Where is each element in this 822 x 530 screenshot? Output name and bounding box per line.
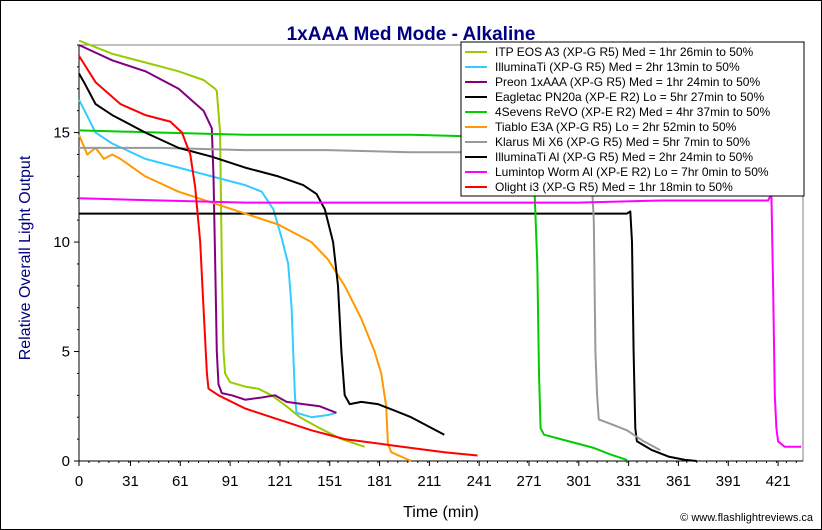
x-tick-label: 181 bbox=[367, 473, 392, 490]
x-tick-label: 31 bbox=[122, 473, 139, 490]
y-tick-label: 0 bbox=[62, 453, 70, 470]
series-line bbox=[78, 55, 478, 457]
x-tick-label: 421 bbox=[766, 473, 791, 490]
chart-title: 1xAAA Med Mode - Alkaline bbox=[287, 24, 536, 45]
series-line bbox=[78, 39, 365, 448]
series-line bbox=[78, 44, 337, 414]
series-line bbox=[78, 192, 802, 448]
x-tick-label: 301 bbox=[566, 473, 591, 490]
legend: ITP EOS A3 (XP-G R5) Med = 1hr 26min to … bbox=[460, 41, 805, 197]
x-tick-label: 151 bbox=[317, 473, 342, 490]
y-axis: 0 5 10 15 bbox=[53, 44, 80, 470]
y-axis-label: Relative Overall Light Output bbox=[17, 155, 34, 360]
legend-entry: IlluminaTi Al (XP-G R5) Med = 2hr 24min … bbox=[495, 150, 753, 164]
legend-entry: Lumintop Worm Al (XP-E R2) Lo = 7hr 0min… bbox=[495, 165, 769, 179]
x-tick-label: 0 bbox=[75, 473, 83, 490]
series-line bbox=[78, 129, 628, 461]
y-tick-label: 10 bbox=[53, 234, 70, 251]
series-line bbox=[78, 73, 445, 436]
legend-entry: Preon 1xAAA (XP-G R5) Med = 1hr 24min to… bbox=[495, 75, 760, 89]
x-tick-label: 271 bbox=[516, 473, 541, 490]
series-line bbox=[78, 134, 412, 462]
x-tick-label: 361 bbox=[666, 473, 691, 490]
x-tick-label: 121 bbox=[267, 473, 292, 490]
x-tick-label: 211 bbox=[417, 473, 441, 490]
legend-entry: Olight i3 (XP-G R5) Med = 1hr 18min to 5… bbox=[495, 180, 733, 194]
legend-entry: ITP EOS A3 (XP-G R5) Med = 1hr 26min to … bbox=[495, 45, 754, 59]
x-tick-label: 391 bbox=[716, 473, 741, 490]
legend-entry: IlluminaTi (XP-G R5) Med = 2hr 13min to … bbox=[495, 60, 740, 74]
legend-entry: Tiablo E3A (XP-G R5) Lo = 2hr 52min to 5… bbox=[495, 120, 737, 134]
legend-entry: 4Sevens ReVO (XP-E R2) Med = 4hr 37min t… bbox=[495, 105, 770, 119]
x-tick-label: 61 bbox=[172, 473, 189, 490]
legend-entry: Klarus Mi X6 (XP-G R5) Med = 5hr 7min to… bbox=[495, 135, 750, 149]
legend-box bbox=[460, 41, 805, 197]
y-tick-label: 5 bbox=[62, 344, 70, 361]
credit-text: © www.flashlightreviews.ca bbox=[680, 512, 814, 524]
x-tick-label: 91 bbox=[222, 473, 239, 490]
legend-entry: Eagletac PN20a (XP-E R2) Lo = 5hr 27min … bbox=[495, 90, 764, 104]
x-tick-label: 241 bbox=[467, 473, 492, 490]
y-tick-label: 15 bbox=[53, 125, 70, 142]
x-axis-label: Time (min) bbox=[403, 504, 479, 521]
series-line bbox=[79, 210, 697, 462]
x-axis: 0 31 61 91 121 151 181 211 241 271 301 331 361 391 421 bbox=[75, 460, 803, 490]
x-tick-label: 331 bbox=[616, 473, 641, 490]
